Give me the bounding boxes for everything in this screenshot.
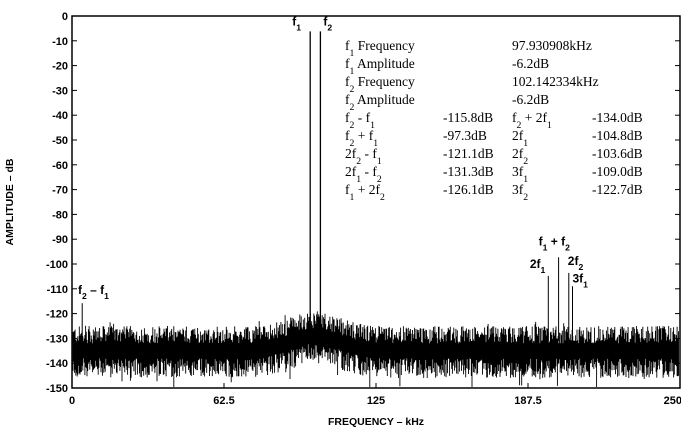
table-cell: -131.3dB bbox=[443, 164, 494, 179]
tone-label: 2f2 bbox=[568, 254, 584, 272]
table-cell: 97.930908kHz bbox=[512, 38, 592, 53]
y-axis-ticks: 0 -10 -20 -30 -40 -50 -60 -70 -80 -90 -100 -110 -120… bbox=[46, 11, 680, 395]
y-tick-label: -70 bbox=[52, 185, 68, 197]
y-tick-label: -60 bbox=[52, 160, 68, 172]
y-tick-label: 0 bbox=[62, 11, 68, 23]
tone-label: 3f1 bbox=[573, 271, 589, 289]
table-cell: -109.0dB bbox=[592, 164, 643, 179]
table-cell: -104.8dB bbox=[592, 128, 643, 143]
table-cell: f1 Frequency bbox=[345, 38, 415, 59]
table-cell: 3f1 bbox=[512, 164, 528, 185]
y-tick-label: -150 bbox=[46, 383, 68, 395]
y-tick-label: -50 bbox=[52, 135, 68, 147]
y-axis-label: AMPLITUDE – dB bbox=[4, 158, 16, 245]
table-cell: 3f2 bbox=[512, 182, 528, 203]
table-cell: -122.7dB bbox=[592, 182, 643, 197]
table-cell: -97.3dB bbox=[443, 128, 487, 143]
y-tick-label: -40 bbox=[52, 110, 68, 122]
y-tick-label: -140 bbox=[46, 358, 68, 370]
x-axis-ticks: 0 62.5 125 187.5 250 bbox=[69, 383, 681, 407]
tone-label: f1 bbox=[292, 14, 301, 32]
noise-path bbox=[72, 311, 679, 387]
x-tick-label: 187.5 bbox=[514, 395, 542, 407]
table-cell: f2 + f1 bbox=[345, 128, 378, 149]
table-cell: -121.1dB bbox=[443, 146, 494, 161]
y-tick-label: -10 bbox=[52, 36, 68, 48]
y-tick-label: -130 bbox=[46, 333, 68, 345]
y-tick-label: -100 bbox=[46, 259, 68, 271]
table-cell: -6.2dB bbox=[512, 56, 549, 71]
x-axis-label: FREQUENCY – kHz bbox=[328, 416, 424, 428]
y-tick-label: -110 bbox=[47, 284, 68, 296]
tone-label: 2f1 bbox=[530, 257, 546, 275]
x-tick-label: 125 bbox=[367, 395, 385, 407]
x-tick-label: 62.5 bbox=[213, 395, 234, 407]
y-tick-label: -20 bbox=[52, 61, 68, 73]
y-tick-label: -90 bbox=[52, 234, 68, 246]
table-cell: f1 Amplitude bbox=[345, 56, 415, 77]
table-cell: f2 - f1 bbox=[345, 110, 375, 131]
tone-lines bbox=[81, 31, 573, 341]
plot-frame bbox=[71, 15, 681, 389]
table-cell: -103.6dB bbox=[592, 146, 643, 161]
table-cell: f2 Frequency bbox=[345, 74, 415, 95]
table-cell: 2f2 - f1 bbox=[345, 146, 382, 167]
table-cell: 102.142334kHz bbox=[512, 74, 599, 89]
y-tick-label: -80 bbox=[52, 209, 68, 221]
table-cell: -134.0dB bbox=[592, 110, 643, 125]
tone-label: f2 – f1 bbox=[78, 283, 109, 301]
table-cell: -115.8dB bbox=[443, 110, 493, 125]
y-tick-label: -120 bbox=[46, 309, 68, 321]
table-cell: 2f1 - f2 bbox=[345, 164, 382, 185]
table-cell: 2f1 bbox=[512, 128, 528, 149]
x-tick-label: 250 bbox=[664, 395, 681, 407]
tone-label: f1 + f2 bbox=[539, 234, 570, 252]
tone-label: f2 bbox=[323, 14, 332, 32]
table-cell: 2f2 bbox=[512, 146, 528, 167]
y-tick-label: -30 bbox=[52, 85, 68, 97]
table-cell: -126.1dB bbox=[443, 182, 494, 197]
annotation-table: f1 Frequency 97.930908kHz f1 Amplitude -6.2… bbox=[345, 38, 643, 203]
noise-floor-trace bbox=[72, 311, 679, 387]
x-tick-label: 0 bbox=[69, 395, 75, 407]
table-cell: f2 + 2f1 bbox=[512, 110, 552, 131]
table-cell: f2 Amplitude bbox=[345, 92, 415, 113]
table-cell: f1 + 2f2 bbox=[345, 182, 385, 203]
table-cell: -6.2dB bbox=[512, 92, 549, 107]
